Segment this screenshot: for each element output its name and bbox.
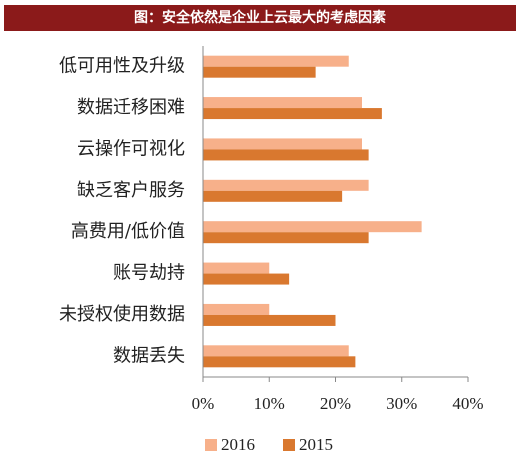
bar	[203, 262, 270, 274]
bar	[203, 314, 336, 326]
bar	[203, 66, 316, 78]
x-tick-label: 10%	[254, 394, 285, 413]
y-tick-label: 数据丢失	[113, 345, 185, 366]
y-tick-label: 账号劫持	[113, 263, 185, 284]
y-tick-label: 云操作可视化	[77, 138, 185, 159]
y-tick-label: 数据迁移困难	[77, 97, 185, 118]
bar	[203, 97, 362, 109]
legend-swatch	[283, 439, 295, 451]
x-tick-label: 40%	[452, 394, 483, 413]
title-band	[4, 5, 516, 31]
legend-swatch	[205, 439, 217, 451]
bar	[203, 138, 362, 150]
bar	[203, 232, 369, 244]
legend-label: 2016	[221, 435, 255, 454]
bar	[203, 303, 270, 315]
bar	[203, 108, 382, 120]
bar	[203, 273, 290, 285]
chart-title: 图：安全依然是企业上云最大的考虑因素	[134, 9, 386, 26]
bar	[203, 190, 343, 202]
legend-label: 2015	[299, 435, 333, 454]
x-tick-label: 0%	[192, 394, 215, 413]
bar	[203, 149, 369, 161]
bar	[203, 221, 422, 233]
y-tick-label: 低可用性及升级	[59, 56, 185, 77]
y-tick-label: 缺乏客户服务	[77, 180, 185, 201]
y-tick-label: 高费用/低价值	[71, 221, 185, 242]
bar	[203, 345, 349, 357]
x-tick-label: 30%	[386, 394, 417, 413]
bar	[203, 179, 369, 191]
y-tick-label: 未授权使用数据	[59, 304, 185, 325]
bar	[203, 356, 356, 368]
x-tick-label: 20%	[320, 394, 351, 413]
bar	[203, 55, 349, 67]
